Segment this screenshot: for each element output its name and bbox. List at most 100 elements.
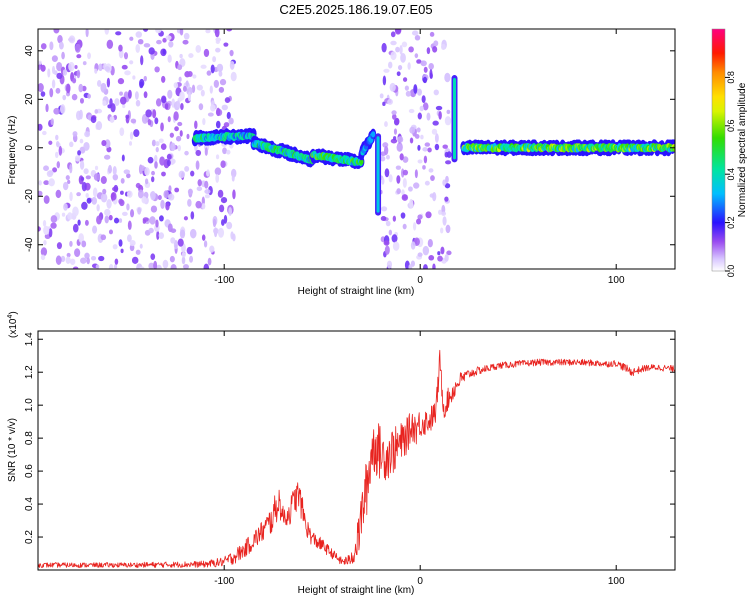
heatmap-cell xyxy=(432,191,437,202)
heatmap-cell xyxy=(413,84,418,94)
heatmap-cell xyxy=(42,220,47,227)
heatmap-cell xyxy=(59,104,66,114)
heatmap-cell xyxy=(196,186,203,192)
spectrogram-y-ticks: -40 -20 0 20 40 xyxy=(24,45,675,252)
heatmap-cell xyxy=(410,260,415,267)
heatmap-cell xyxy=(51,55,58,62)
heatmap-cell xyxy=(390,40,397,46)
heatmap-cell xyxy=(79,160,85,170)
snr-y-multiplier: (x104) xyxy=(7,311,19,338)
heatmap-cell xyxy=(446,250,452,256)
heatmap-cell xyxy=(108,229,114,235)
heatmap-cell xyxy=(226,29,233,32)
snr-y-ticks: 0.2 0.4 0.6 0.8 1.0 1.2 1.4 xyxy=(24,332,675,544)
heatmap-cell xyxy=(190,211,195,220)
heatmap-cell xyxy=(167,54,172,63)
heatmap-cell xyxy=(189,228,197,239)
heatmap-cell xyxy=(417,159,423,164)
heatmap-cell xyxy=(431,128,438,135)
heatmap-cell xyxy=(359,158,364,165)
heatmap-cell xyxy=(432,263,436,269)
heatmap-cell xyxy=(423,66,428,73)
y-tick-label: 0.6 xyxy=(24,464,35,478)
heatmap-cell xyxy=(166,159,171,167)
heatmap-cell xyxy=(173,82,179,89)
heatmap-cell xyxy=(87,52,91,60)
heatmap-cell xyxy=(444,72,451,83)
heatmap-cell xyxy=(168,185,172,193)
heatmap-cell xyxy=(139,243,143,249)
heatmap-cell xyxy=(100,82,107,93)
heatmap-cell xyxy=(397,136,404,143)
heatmap-cell xyxy=(40,254,46,261)
heatmap-cell xyxy=(38,123,43,131)
heatmap-cell xyxy=(112,173,119,181)
heatmap-cell xyxy=(170,228,177,233)
heatmap-cell xyxy=(215,47,221,53)
heatmap-cell xyxy=(77,219,81,226)
heatmap-cell xyxy=(217,189,224,198)
heatmap-cell xyxy=(195,45,202,53)
heatmap-cell xyxy=(226,149,231,155)
heatmap-cell xyxy=(137,189,144,199)
heatmap-cell xyxy=(38,226,41,232)
heatmap-cell xyxy=(204,180,209,189)
heatmap-cell xyxy=(103,154,111,160)
heatmap-cell xyxy=(100,234,107,241)
heatmap-cell xyxy=(101,139,107,147)
heatmap-cell xyxy=(98,255,105,262)
heatmap-cell xyxy=(147,118,152,126)
heatmap-cell xyxy=(183,216,188,221)
heatmap-cell xyxy=(80,176,85,181)
heatmap-cell xyxy=(160,122,164,132)
heatmap-region-0 xyxy=(38,29,237,269)
heatmap-cell xyxy=(154,161,158,169)
heatmap-cell xyxy=(139,81,144,89)
heatmap-cell xyxy=(55,255,62,265)
heatmap-cell xyxy=(145,109,152,118)
heatmap-cell xyxy=(179,130,183,137)
heatmap-cell xyxy=(396,175,401,184)
heatmap-cell xyxy=(414,134,420,139)
heatmap-cell xyxy=(185,80,189,87)
heatmap-cell xyxy=(57,34,63,44)
heatmap-cell xyxy=(202,118,206,126)
heatmap-cell xyxy=(216,107,221,117)
y-tick-label: 0 xyxy=(24,145,35,151)
heatmap-cell xyxy=(401,41,408,48)
heatmap-cell xyxy=(391,234,398,243)
heatmap-cell xyxy=(154,154,158,163)
heatmap-cell xyxy=(61,51,65,60)
heatmap-cell xyxy=(158,138,164,144)
heatmap-cell xyxy=(72,266,79,269)
heatmap-cell xyxy=(53,29,60,34)
heatmap-cell xyxy=(444,196,449,202)
heatmap-cell xyxy=(128,89,132,99)
spectrogram-x-axis-label: Height of straight line (km) xyxy=(298,286,415,297)
heatmap-cell xyxy=(68,35,76,44)
heatmap-cell xyxy=(130,118,137,124)
heatmap-cell xyxy=(214,167,222,176)
heatmap-cell xyxy=(157,195,162,201)
heatmap-cell xyxy=(229,49,234,57)
heatmap-cell xyxy=(54,151,59,159)
heatmap-cell xyxy=(115,31,122,36)
heatmap-cell xyxy=(156,264,162,269)
heatmap-cell xyxy=(170,237,176,244)
heatmap-cell xyxy=(79,97,84,104)
heatmap-cell xyxy=(43,180,50,186)
heatmap-cell xyxy=(119,127,125,136)
heatmap-cell xyxy=(150,205,158,213)
heatmap-cell xyxy=(392,136,397,141)
heatmap-cell xyxy=(160,143,167,150)
heatmap-cell xyxy=(179,29,184,36)
heatmap-cell xyxy=(119,91,123,96)
heatmap-cell xyxy=(435,105,443,111)
heatmap-cell xyxy=(129,141,133,146)
heatmap-cell xyxy=(201,203,206,210)
heatmap-cell xyxy=(177,144,182,152)
heatmap-cell xyxy=(107,164,113,174)
heatmap-cell xyxy=(131,256,139,265)
heatmap-cell xyxy=(121,64,128,70)
heatmap-region-1 xyxy=(378,29,452,269)
